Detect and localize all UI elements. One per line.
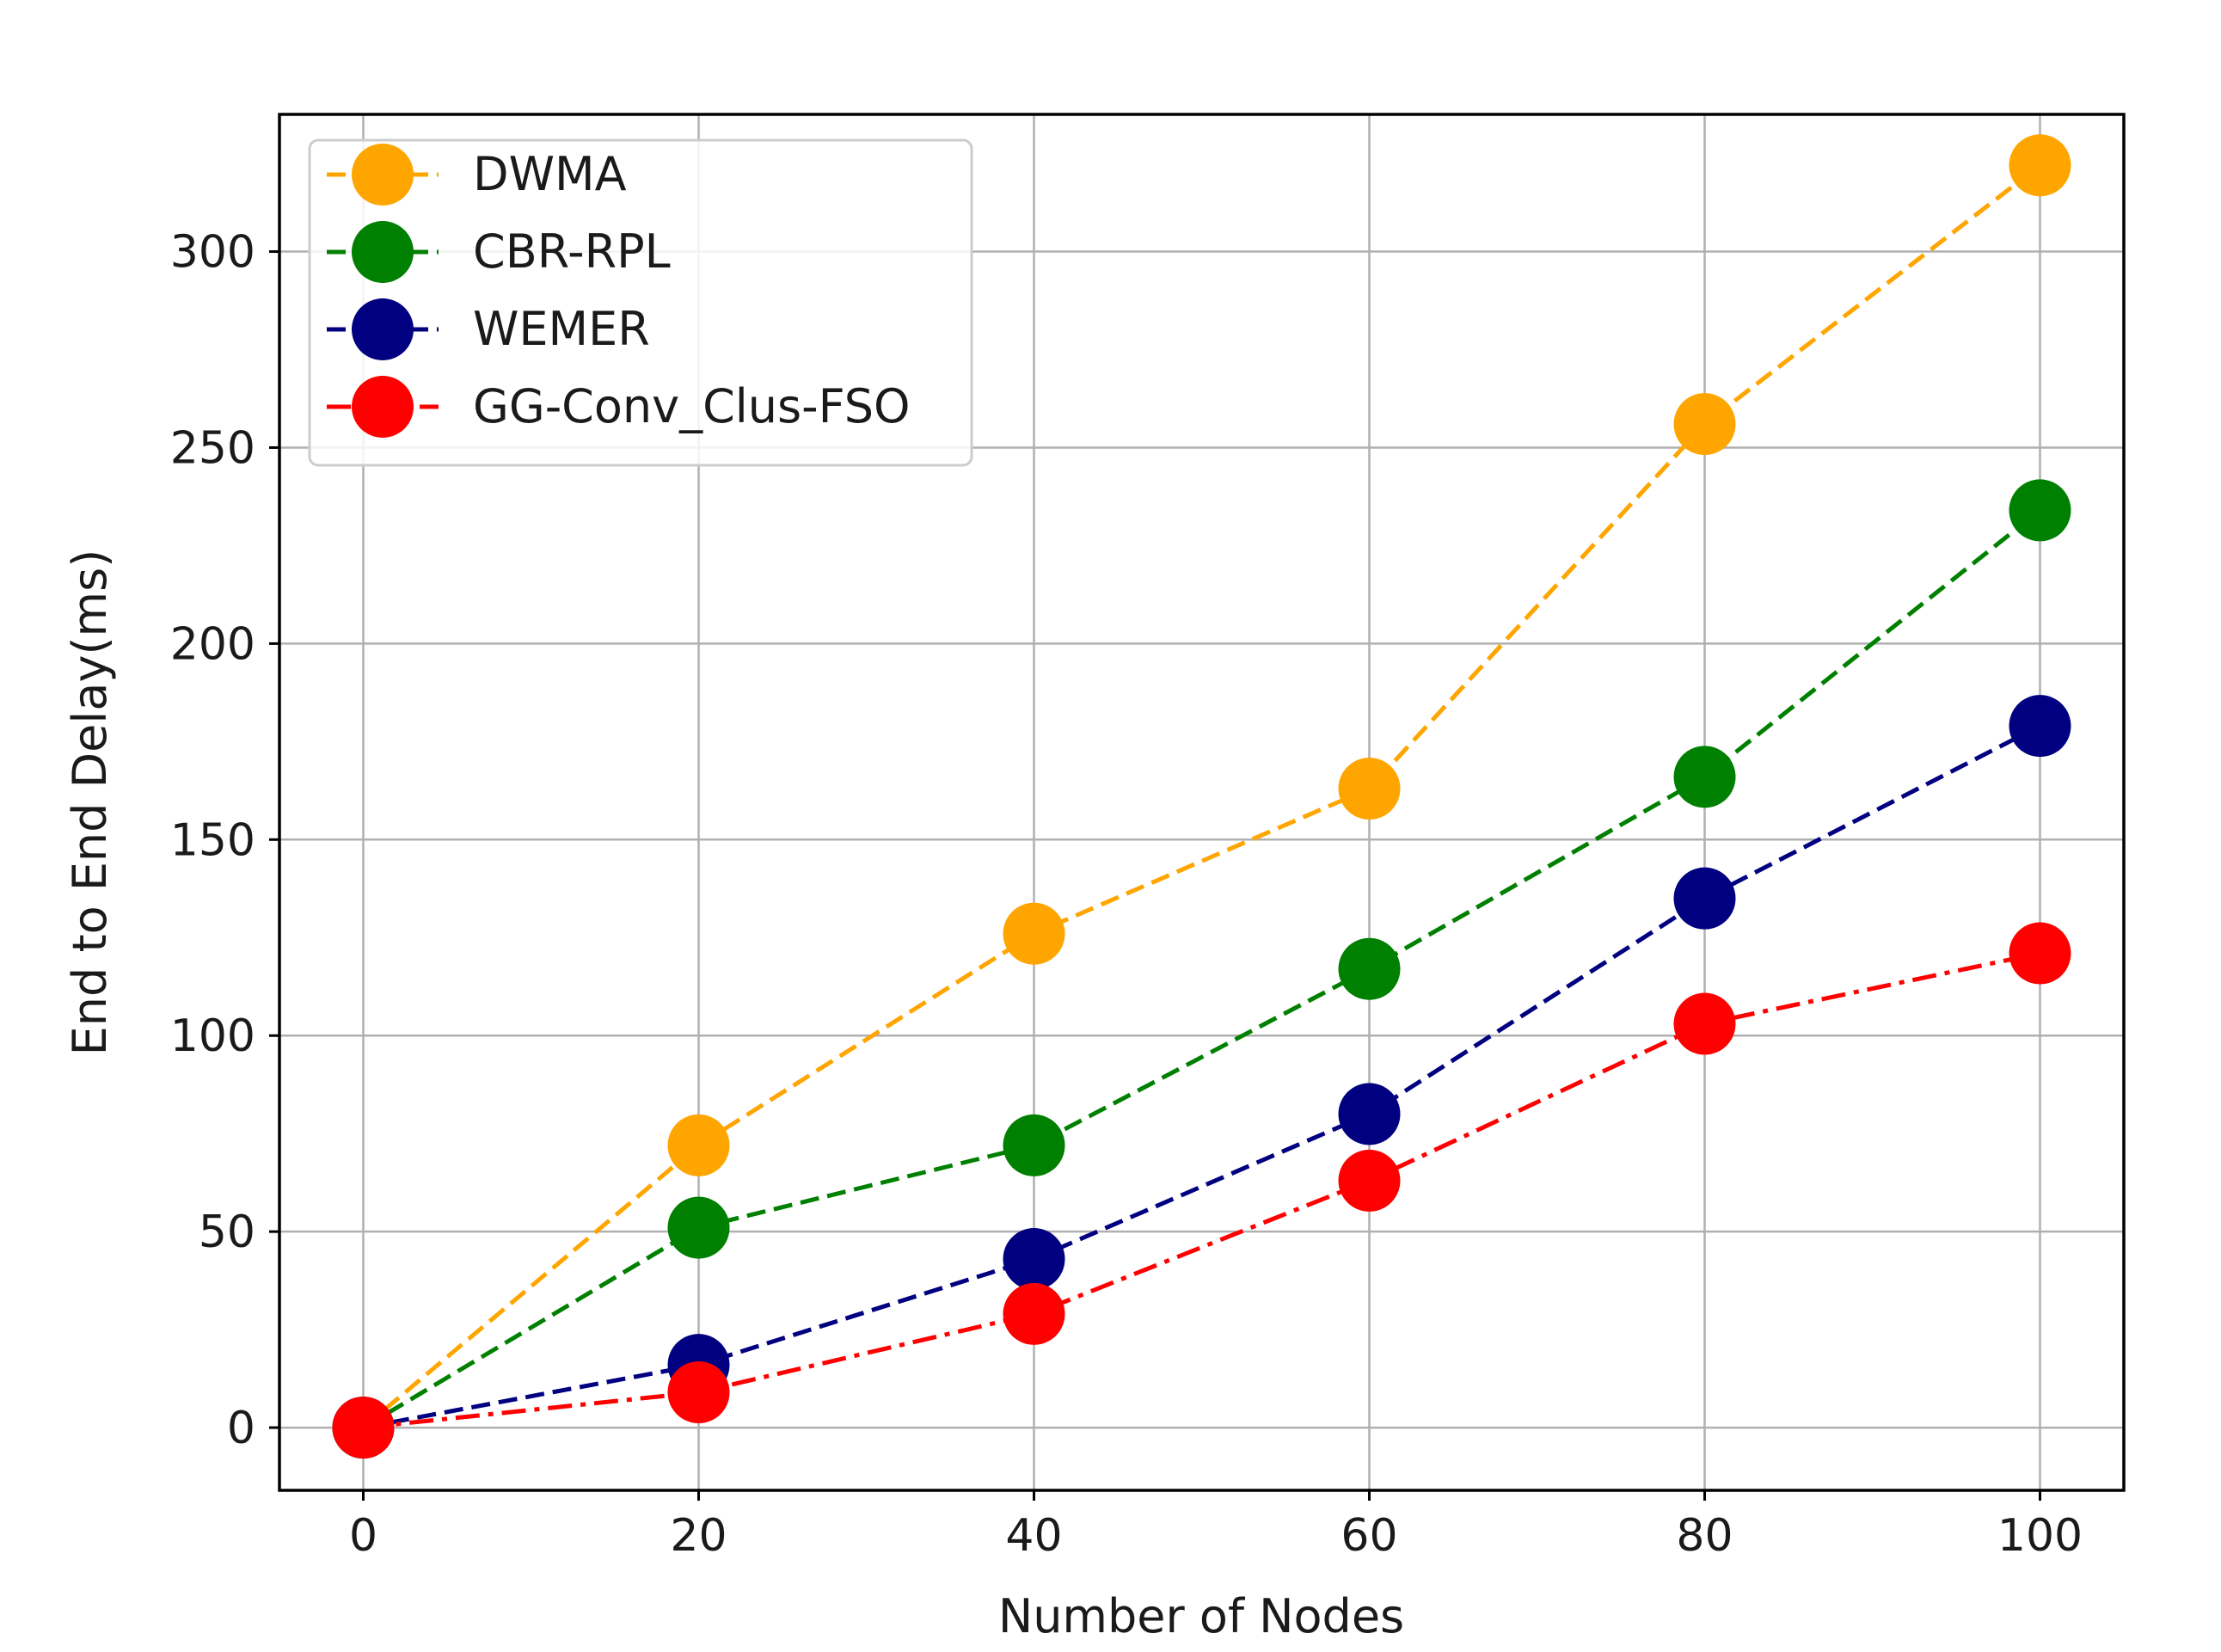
data-point-dwma bbox=[667, 1114, 730, 1176]
data-point-cbr-rpl bbox=[2009, 479, 2071, 542]
legend-label-dwma: DWMA bbox=[473, 147, 627, 201]
x-tick-label: 80 bbox=[1676, 1510, 1733, 1562]
legend-label-gg-conv-clus-fso: GG-Conv_Clus-FSO bbox=[473, 379, 911, 433]
data-point-wemer bbox=[1003, 1228, 1065, 1291]
series-gg-conv-clus-fso bbox=[332, 922, 2071, 1459]
y-axis-label: End to End Delay(ms) bbox=[63, 550, 117, 1056]
legend-marker-wemer bbox=[352, 298, 414, 360]
x-axis-label: Number of Nodes bbox=[998, 1589, 1404, 1643]
legend-marker-dwma bbox=[352, 144, 414, 206]
data-point-dwma bbox=[1673, 393, 1736, 456]
x-tick-label: 40 bbox=[1005, 1510, 1062, 1562]
y-tick-label: 50 bbox=[199, 1207, 255, 1258]
legend-label-cbr-rpl: CBR-RPL bbox=[473, 224, 671, 279]
data-point-gg-conv-clus-fso bbox=[1003, 1282, 1065, 1345]
data-point-cbr-rpl bbox=[667, 1196, 730, 1259]
data-point-gg-conv-clus-fso bbox=[2009, 922, 2071, 985]
x-tick-label: 60 bbox=[1341, 1510, 1397, 1562]
y-tick-label: 300 bbox=[170, 227, 255, 279]
series-line-cbr-rpl bbox=[362, 508, 2042, 1430]
legend-item-cbr-rpl: CBR-RPL bbox=[327, 221, 671, 283]
data-point-dwma bbox=[1338, 758, 1401, 820]
legend-item-dwma: DWMA bbox=[327, 144, 627, 206]
legend-item-wemer: WEMER bbox=[327, 298, 650, 360]
data-point-wemer bbox=[1673, 867, 1736, 930]
x-tick-label: 20 bbox=[670, 1510, 727, 1562]
series-line-wemer bbox=[363, 723, 2041, 1430]
series-line-gg-conv-clus-fso bbox=[363, 951, 2041, 1430]
legend-box bbox=[308, 138, 973, 467]
series-line-dwma bbox=[361, 163, 2042, 1429]
data-point-cbr-rpl bbox=[1003, 1114, 1065, 1176]
data-point-cbr-rpl bbox=[1338, 937, 1401, 1000]
data-point-gg-conv-clus-fso bbox=[332, 1397, 395, 1459]
y-tick-label: 200 bbox=[170, 618, 255, 670]
y-tick-label: 0 bbox=[227, 1403, 255, 1454]
data-point-wemer bbox=[1338, 1083, 1401, 1145]
plot-frame bbox=[278, 113, 2126, 1492]
legend: DWMA CBR-RPL WEMER GG-Conv_Clus-FSO bbox=[308, 138, 973, 467]
legend-item-gg-conv-clus-fso: GG-Conv_Clus-FSO bbox=[327, 376, 911, 438]
y-tick-label: 150 bbox=[170, 814, 255, 866]
x-tick-label: 0 bbox=[349, 1510, 377, 1562]
data-point-wemer bbox=[2009, 695, 2071, 758]
x-tick-label: 100 bbox=[1997, 1510, 2083, 1562]
y-tick-label: 100 bbox=[170, 1010, 255, 1062]
legend-label-wemer: WEMER bbox=[473, 302, 650, 356]
data-point-dwma bbox=[2009, 134, 2071, 197]
data-point-gg-conv-clus-fso bbox=[667, 1361, 730, 1424]
data-point-cbr-rpl bbox=[1673, 746, 1736, 808]
data-point-gg-conv-clus-fso bbox=[1673, 992, 1736, 1055]
legend-marker-gg-conv-clus-fso bbox=[352, 376, 414, 438]
data-point-gg-conv-clus-fso bbox=[1338, 1149, 1401, 1212]
legend-marker-cbr-rpl bbox=[352, 221, 414, 283]
y-tick-label: 250 bbox=[170, 422, 255, 474]
data-point-dwma bbox=[1003, 902, 1065, 965]
